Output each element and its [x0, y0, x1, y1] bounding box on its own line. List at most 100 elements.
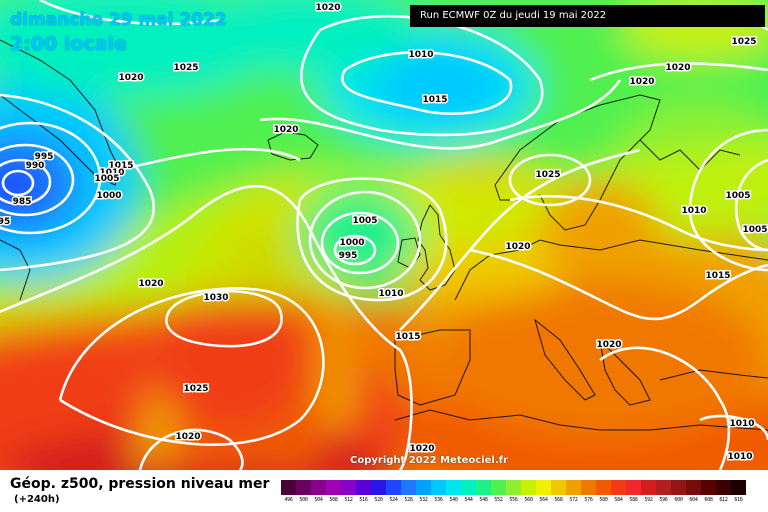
isobar-label: 1015 [422, 95, 447, 105]
isobar-label: 1005 [725, 191, 750, 201]
isobar-label: 1020 [138, 279, 163, 289]
legend-swatch [656, 480, 671, 495]
legend-tick-label: 572 [569, 497, 578, 503]
isobar-label: 1010 [727, 452, 752, 462]
product-label: Géop. z500, pression niveau mer [10, 476, 270, 492]
isobar-label: 1015 [108, 161, 133, 171]
legend-swatch [536, 480, 551, 495]
legend-tick-label: 584 [614, 497, 623, 503]
legend-panel: Géop. z500, pression niveau mer (+240h) … [0, 470, 768, 512]
isobar-label: 985 [13, 197, 32, 207]
isobar-label: 1010 [378, 289, 403, 299]
legend-swatch [326, 480, 341, 495]
legend-swatch [446, 480, 461, 495]
isobar-label: 1005 [94, 174, 119, 184]
legend-swatch [701, 480, 716, 495]
copyright-notice: Copyright 2022 Meteociel.fr [350, 455, 508, 466]
legend-tick-label: 520 [374, 497, 383, 503]
legend-tick-label: 524 [389, 497, 398, 503]
isobar-labels: 1020 1025 1010 1015 1020 1025 1020 995 9… [0, 2, 768, 464]
legend-swatch [506, 480, 521, 495]
legend-swatch [731, 480, 746, 495]
legend-swatch [341, 480, 356, 495]
legend-tick-label: 552 [494, 497, 503, 503]
isobar-label: 1025 [183, 384, 208, 394]
legend-tick-label: 532 [419, 497, 428, 503]
legend-tick-label: 580 [599, 497, 608, 503]
legend-tick-label: 568 [554, 497, 563, 503]
legend-tick-label: 544 [464, 497, 473, 503]
legend-tick-label: 540 [449, 497, 458, 503]
legend-tick-label: 508 [329, 497, 338, 503]
legend-tick-label: 576 [584, 497, 593, 503]
legend-tick-label: 596 [659, 497, 668, 503]
geopotential-color-field [0, 0, 768, 470]
legend-swatch [611, 480, 626, 495]
pressure-map: 1020 1025 1010 1015 1020 1025 1020 995 9… [0, 0, 768, 470]
legend-swatch [491, 480, 506, 495]
isobar-label: 995 [339, 251, 358, 261]
isobar-label: 1020 [175, 432, 200, 442]
legend-swatch [566, 480, 581, 495]
forecast-date-title: dimanche 29 mai 2022 [10, 10, 227, 30]
isobar-label: 95 [0, 217, 10, 227]
isobar-label: 1020 [273, 125, 298, 135]
legend-swatch [296, 480, 311, 495]
legend-swatch [551, 480, 566, 495]
legend-tick-label: 592 [644, 497, 653, 503]
lead-time-label: (+240h) [14, 494, 60, 505]
isobar-label: 1025 [731, 37, 756, 47]
legend-tick-label: 528 [404, 497, 413, 503]
isobar-label: 1020 [665, 63, 690, 73]
model-run-info: Run ECMWF 0Z du jeudi 19 mai 2022 [410, 5, 765, 27]
isobar-label: 1015 [395, 332, 420, 342]
legend-tick-label: 560 [524, 497, 533, 503]
legend-tick-label: 556 [509, 497, 518, 503]
legend-tick-label: 608 [704, 497, 713, 503]
legend-tick-label: 516 [359, 497, 368, 503]
isobar-label: 1030 [203, 293, 228, 303]
legend-swatch [281, 480, 296, 495]
legend-swatch [476, 480, 491, 495]
isobar-label: 1010 [99, 168, 124, 178]
legend-tick-label: 564 [539, 497, 548, 503]
isobar-label: 1020 [505, 242, 530, 252]
isobar-label: 1020 [596, 340, 621, 350]
legend-swatch [716, 480, 731, 495]
isobar-label: 1025 [535, 170, 560, 180]
isobar-label: 1010 [729, 419, 754, 429]
isobar-label: 1020 [409, 444, 434, 454]
isobar-label: 990 [26, 161, 45, 171]
legend-tick-label: 588 [629, 497, 638, 503]
isobar-label: 1005 [742, 225, 767, 235]
legend-tick-label: 600 [674, 497, 683, 503]
isobar-label: 1015 [705, 271, 730, 281]
isobar-label: 1000 [339, 238, 364, 248]
isobars [0, 0, 768, 470]
isobar-label: 1025 [173, 63, 198, 73]
legend-tick-label: 504 [314, 497, 323, 503]
isobar-label: 995 [35, 152, 54, 162]
isobar-label: 1020 [629, 77, 654, 87]
legend-tick-label: 496 [284, 497, 293, 503]
legend-swatch [416, 480, 431, 495]
legend-swatch [626, 480, 641, 495]
legend-swatch [386, 480, 401, 495]
isobar-label: 1000 [96, 191, 121, 201]
legend-swatch [581, 480, 596, 495]
isobar-label: 1020 [315, 3, 340, 13]
legend-swatch [356, 480, 371, 495]
legend-swatch [596, 480, 611, 495]
legend-swatch [686, 480, 701, 495]
isobar-label: 1020 [118, 73, 143, 83]
legend-tick-label: 536 [434, 497, 443, 503]
legend-tick-label: 548 [479, 497, 488, 503]
legend-tick-label: 500 [299, 497, 308, 503]
legend-swatch [431, 480, 446, 495]
legend-swatch [371, 480, 386, 495]
legend-swatch [671, 480, 686, 495]
legend-swatch [461, 480, 476, 495]
legend-tick-label: 612 [719, 497, 728, 503]
isobar-label: 1010 [681, 206, 706, 216]
